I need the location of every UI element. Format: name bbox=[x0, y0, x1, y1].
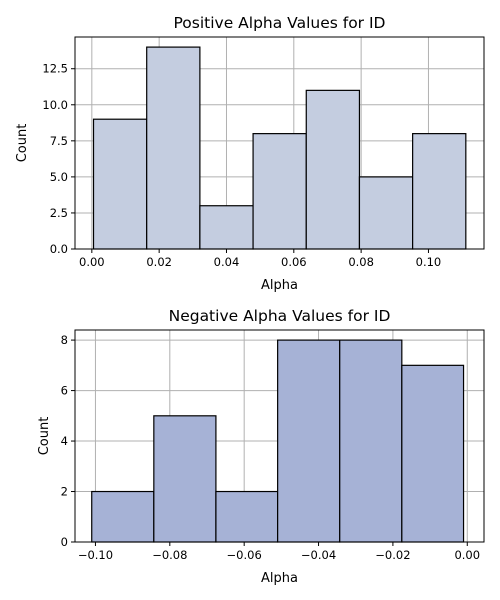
x-tick-label: 0.08 bbox=[348, 255, 374, 269]
y-axis-label: Count bbox=[15, 124, 30, 163]
histogram-bar bbox=[215, 490, 279, 543]
chart-title: Negative Alpha Values for ID bbox=[169, 307, 391, 325]
y-tick-label: 6 bbox=[61, 384, 68, 398]
x-tick-label: 0.10 bbox=[416, 255, 442, 269]
plot-frame bbox=[74, 329, 485, 543]
histogram-bar bbox=[277, 339, 341, 543]
x-tick-label: −0.04 bbox=[301, 548, 336, 562]
x-tick-label: 0.06 bbox=[281, 255, 307, 269]
x-tick-label: −0.08 bbox=[152, 548, 187, 562]
x-tick-label: 0.02 bbox=[146, 255, 172, 269]
y-tick-label: 10.0 bbox=[42, 98, 68, 112]
x-axis-ticks: −0.10 −0.08 −0.06 −0.04 −0.02 0.00 bbox=[78, 542, 480, 562]
chart-title: Positive Alpha Values for ID bbox=[174, 14, 386, 32]
x-tick-label: 0.04 bbox=[214, 255, 240, 269]
y-tick-label: 12.5 bbox=[42, 62, 68, 76]
histogram-bar bbox=[358, 176, 414, 250]
y-tick-label: 8 bbox=[61, 333, 68, 347]
histogram-bar bbox=[92, 118, 148, 250]
x-axis-ticks: 0.00 0.02 0.04 0.06 0.08 0.10 bbox=[79, 249, 441, 269]
bars bbox=[92, 46, 467, 250]
x-axis-label: Alpha bbox=[261, 571, 298, 586]
histogram-bar bbox=[153, 415, 217, 543]
x-axis-label: Alpha bbox=[261, 278, 298, 293]
y-tick-label: 0 bbox=[61, 535, 68, 549]
y-axis-label: Count bbox=[37, 417, 52, 456]
y-tick-label: 5.0 bbox=[50, 170, 68, 184]
y-tick-label: 2 bbox=[61, 485, 68, 499]
histogram-bar bbox=[339, 339, 403, 543]
bars bbox=[91, 339, 465, 543]
y-tick-label: 2.5 bbox=[50, 206, 68, 220]
x-tick-label: −0.10 bbox=[78, 548, 113, 562]
x-tick-label: 0.00 bbox=[454, 548, 480, 562]
y-tick-label: 4 bbox=[61, 434, 68, 448]
histogram-bar bbox=[252, 133, 307, 250]
y-tick-label: 0.0 bbox=[50, 242, 68, 256]
plot-frame bbox=[74, 36, 485, 250]
histogram-bar bbox=[199, 205, 254, 250]
histogram-bar bbox=[305, 89, 361, 250]
x-tick-label: −0.02 bbox=[375, 548, 410, 562]
histogram-bar bbox=[146, 46, 201, 250]
x-tick-label: −0.06 bbox=[227, 548, 262, 562]
y-axis-ticks: 0 2 4 6 8 bbox=[61, 333, 75, 549]
x-tick-label: 0.00 bbox=[79, 255, 105, 269]
histogram-bar bbox=[91, 490, 155, 543]
y-axis-ticks: 0.0 2.5 5.0 7.5 10.0 12.5 bbox=[42, 62, 75, 256]
histogram-bar bbox=[412, 133, 467, 250]
y-tick-label: 7.5 bbox=[50, 134, 68, 148]
positive-alpha-histogram: Positive Alpha Values for ID 0.00 0.02 0.0… bbox=[15, 14, 485, 293]
histogram-bar bbox=[401, 364, 465, 543]
negative-alpha-histogram: Negative Alpha Values for ID −0.10 −0.08−… bbox=[37, 307, 485, 586]
